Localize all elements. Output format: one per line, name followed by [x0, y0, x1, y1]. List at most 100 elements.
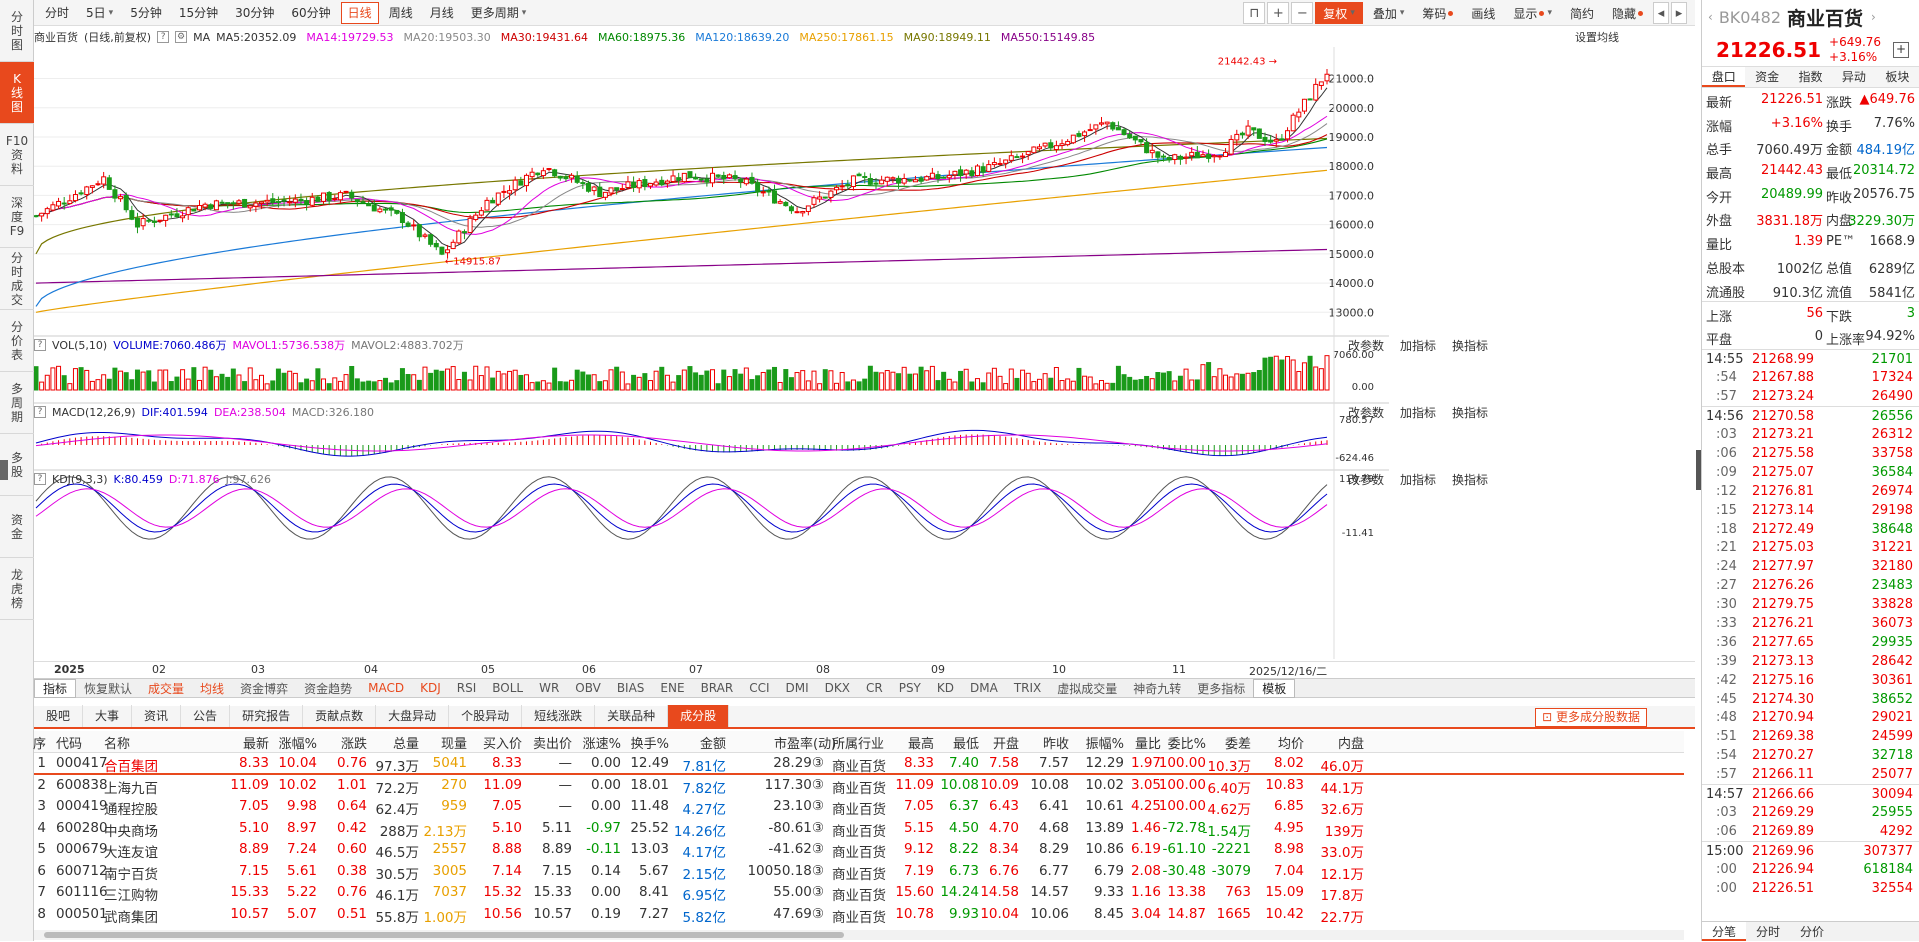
more-components-button[interactable]: ⊡ 更多成分股数据	[1535, 708, 1647, 727]
help-icon[interactable]: ?	[34, 339, 46, 351]
kline-chart[interactable]: 21000.0 20000.0 19000.0 18000.0 17000.0 16000…	[33, 47, 1695, 659]
indicator-tab-24[interactable]: 神奇九转	[1133, 681, 1182, 696]
toolbar-right-3[interactable]: 画线	[1463, 2, 1503, 24]
right-scroll-handle[interactable]	[1696, 450, 1701, 490]
indicator-tab-0[interactable]: 指标	[34, 678, 77, 698]
col-header-24[interactable]: 内盘	[1337, 737, 1364, 752]
col-header-22[interactable]: 委差	[1224, 737, 1251, 752]
indicator-tab-19[interactable]: PSY	[898, 681, 921, 695]
indicator-tab-21[interactable]: DMA	[970, 681, 998, 695]
period-2[interactable]: 5分钟	[130, 6, 162, 20]
help-icon[interactable]: ?	[34, 473, 46, 485]
toolbar-right-0[interactable]: 复权	[1315, 2, 1363, 24]
indicator-tab-22[interactable]: TRIX	[1013, 681, 1042, 695]
lock-icon[interactable]: ⊓	[1243, 2, 1266, 24]
col-header-7[interactable]: 现量	[440, 737, 467, 752]
col-header-5[interactable]: 涨跌	[340, 737, 367, 752]
kdj-tool-0[interactable]: 改参数	[1347, 472, 1384, 487]
vol-tool-0[interactable]: 改参数	[1347, 338, 1384, 353]
period-8[interactable]: 月线	[429, 6, 454, 20]
bottom-tab-8[interactable]: 短线涨跌	[522, 705, 596, 727]
left-tab-2[interactable]: F10资料	[0, 124, 34, 186]
macd-tool-0[interactable]: 改参数	[1347, 405, 1384, 420]
left-tab-8[interactable]: 资金	[0, 496, 34, 558]
bottom-tab-5[interactable]: 贡献点数	[303, 705, 377, 727]
add-watchlist-icon[interactable]: +	[1893, 42, 1909, 58]
col-header-17[interactable]: 开盘	[992, 737, 1019, 752]
indicator-tab-13[interactable]: ENE	[660, 681, 685, 695]
prev-icon[interactable]: ◂	[1653, 2, 1669, 24]
zoom-in-icon[interactable]: +	[1267, 2, 1290, 24]
indicator-tab-6[interactable]: MACD	[368, 681, 405, 695]
indicator-tab-26[interactable]: 模板	[1253, 678, 1296, 698]
quote-tab-1[interactable]: 资金	[1755, 70, 1780, 84]
left-tab-6[interactable]: 多周期	[0, 372, 34, 434]
indicator-tab-3[interactable]: 均线	[200, 681, 225, 696]
col-header-11[interactable]: 换手%	[630, 737, 669, 752]
chart-area[interactable]: 21000.0 20000.0 19000.0 18000.0 17000.0 16000…	[33, 47, 1695, 659]
indicator-tab-4[interactable]: 资金博弈	[240, 681, 289, 696]
indicator-tab-25[interactable]: 更多指标	[1197, 681, 1246, 696]
tick-tab-0[interactable]: 分笔	[1702, 922, 1747, 941]
bottom-tab-10[interactable]: 成分股	[668, 705, 730, 727]
toolbar-right-6[interactable]: 隐藏	[1604, 2, 1651, 24]
help-icon[interactable]: ?	[34, 406, 46, 418]
tick-tab-2[interactable]: 分价	[1800, 925, 1825, 939]
table-row[interactable]: 5 000679 大连友谊 8.89 7.24 0.60 46.5万 2557 8.88 8.89…	[34, 839, 1684, 861]
back-icon[interactable]: ‹	[1708, 10, 1713, 24]
indicator-tab-15[interactable]: CCI	[749, 681, 770, 695]
col-header-2[interactable]: 名称	[104, 737, 131, 752]
period-5[interactable]: 60分钟	[291, 6, 331, 20]
macd-tool-2[interactable]: 换指标	[1451, 405, 1488, 420]
col-header-13[interactable]: 市盈率(动)	[774, 737, 837, 752]
col-header-20[interactable]: 量比	[1134, 737, 1161, 752]
indicator-tab-16[interactable]: DMI	[785, 681, 809, 695]
col-header-15[interactable]: 最高	[907, 737, 934, 752]
bottom-tab-4[interactable]: 研究报告	[230, 705, 304, 727]
bottom-tab-9[interactable]: 关联品种	[595, 705, 669, 727]
table-row[interactable]: 4 600280 中央商场 5.10 8.97 0.42 288万 2.13万 5.10 5.11…	[34, 818, 1684, 840]
bottom-tab-2[interactable]: 资讯	[132, 705, 182, 727]
table-row[interactable]: 8 000501 武商集团 10.57 5.07 0.51 55.8万 1.00万 10.56 1…	[34, 904, 1684, 926]
vol-tool-2[interactable]: 换指标	[1451, 338, 1488, 353]
col-header-8[interactable]: 买入价	[482, 737, 522, 752]
left-tab-4[interactable]: 分时成交	[0, 248, 34, 310]
indicator-tab-8[interactable]: RSI	[456, 681, 477, 695]
table-row[interactable]: 7 601116 三江购物 15.33 5.22 0.76 46.1万 7037 15.32 15…	[34, 882, 1684, 904]
col-header-1[interactable]: 代码	[56, 737, 83, 752]
period-0[interactable]: 分时	[45, 6, 70, 20]
col-header-18[interactable]: 昨收	[1042, 737, 1069, 752]
table-row[interactable]: 1 000417 合百集团 8.33 10.04 0.76 97.3万 5041 8.33 — 0.…	[34, 753, 1684, 775]
quote-tab-0[interactable]: 盘口	[1702, 67, 1746, 87]
table-hscroll[interactable]	[34, 930, 1684, 940]
kdj-tool-1[interactable]: 加指标	[1399, 472, 1436, 487]
period-1[interactable]: 5日	[79, 2, 120, 24]
indicator-tab-18[interactable]: CR	[865, 681, 883, 695]
indicator-tab-11[interactable]: OBV	[575, 681, 601, 695]
col-header-0[interactable]: 序	[32, 737, 46, 752]
indicator-tab-7[interactable]: KDJ	[420, 681, 441, 695]
col-header-23[interactable]: 均价	[1277, 737, 1304, 752]
table-row[interactable]: 2 600838 上海九百 11.09 10.02 1.01 72.2万 270 11.09 — 0…	[34, 775, 1684, 797]
col-header-6[interactable]: 总量	[392, 737, 419, 752]
zoom-out-icon[interactable]: −	[1291, 2, 1314, 24]
macd-tool-1[interactable]: 加指标	[1399, 405, 1436, 420]
left-tab-7[interactable]: 多股	[0, 434, 34, 496]
indicator-tab-1[interactable]: 恢复默认	[84, 681, 133, 696]
tick-tab-1[interactable]: 分时	[1756, 925, 1781, 939]
col-header-9[interactable]: 卖出价	[532, 737, 572, 752]
indicator-tab-20[interactable]: KD	[936, 681, 954, 695]
indicator-tab-2[interactable]: 成交量	[148, 681, 185, 696]
col-header-4[interactable]: 涨幅%	[278, 737, 317, 752]
bottom-tab-1[interactable]: 大事	[83, 705, 133, 727]
period-3[interactable]: 15分钟	[178, 6, 219, 20]
bottom-tab-3[interactable]: 公告	[181, 705, 231, 727]
vol-tool-1[interactable]: 加指标	[1399, 338, 1436, 353]
left-tab-3[interactable]: 深度F9	[0, 186, 34, 248]
col-header-3[interactable]: 最新	[242, 737, 269, 752]
table-row[interactable]: 6 600712 南宁百货 7.15 5.61 0.38 30.5万 3005 7.14 7.15…	[34, 861, 1684, 883]
indicator-tab-10[interactable]: WR	[539, 681, 560, 695]
bottom-tab-7[interactable]: 个股异动	[449, 705, 523, 727]
col-header-10[interactable]: 涨速%	[582, 737, 621, 752]
bottom-tab-0[interactable]: 股吧	[34, 705, 84, 727]
